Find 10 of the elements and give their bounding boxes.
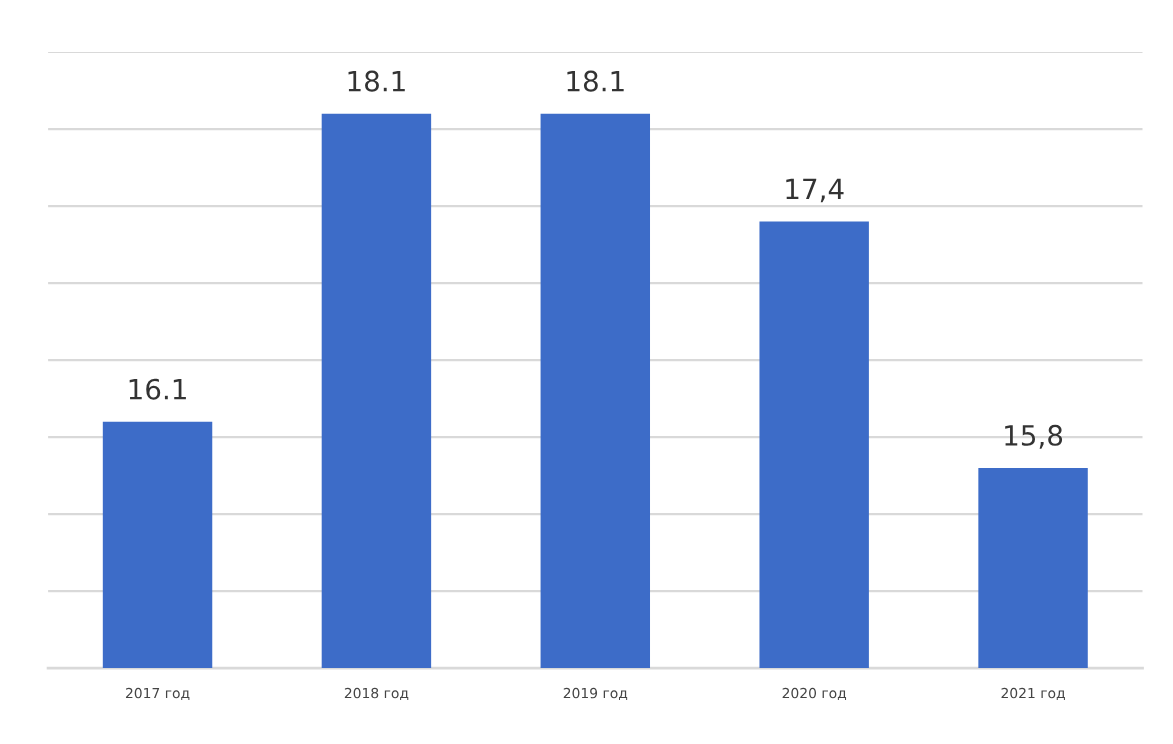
- x-tick-label: 2019 год: [563, 687, 628, 701]
- x-tick-label: 2020 год: [782, 687, 847, 701]
- data-label: 16.1: [129, 378, 186, 400]
- x-tick-label: 2021 год: [1001, 687, 1065, 701]
- data-label: 18.1: [348, 70, 405, 92]
- x-tick-label: 2017 год: [125, 687, 190, 701]
- data-label: 17,4: [786, 178, 844, 203]
- data-label: 18.1: [567, 70, 624, 92]
- data-label: 15,8: [1005, 424, 1063, 449]
- x-tick-label: 2018 год: [344, 687, 409, 701]
